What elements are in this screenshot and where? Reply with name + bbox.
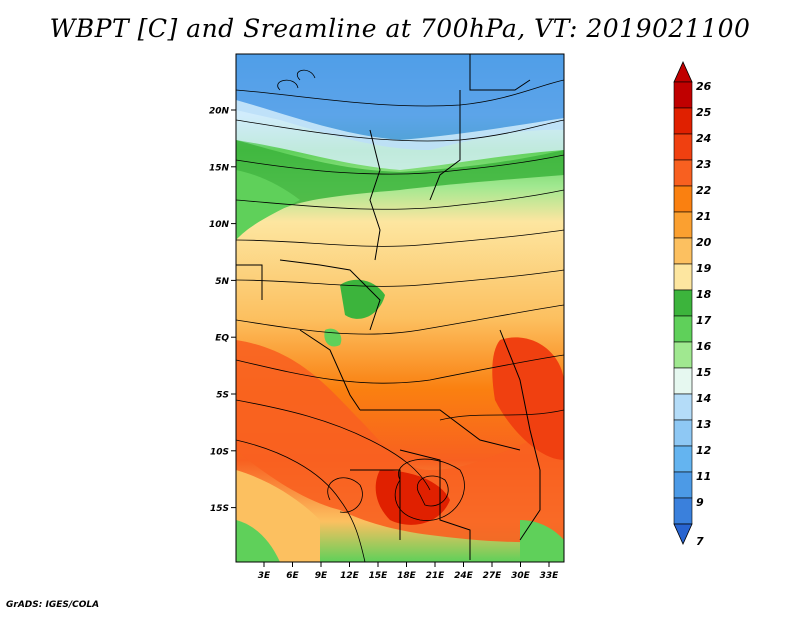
- streamlines: [236, 69, 564, 562]
- colorbar-swatch: [673, 81, 693, 109]
- colorbar-label: 25: [696, 106, 712, 119]
- colorbar-label: 22: [696, 184, 712, 197]
- wbpt-field: [236, 54, 564, 562]
- colorbar-label: 13: [696, 418, 712, 431]
- lon-label: 15E: [369, 571, 389, 581]
- lon-label: 30E: [511, 571, 531, 581]
- colorbar-swatch: [673, 159, 693, 187]
- colorbar-swatch: [673, 315, 693, 343]
- colorbar-swatch: [673, 107, 693, 135]
- latitude-labels: 20N 15N 10N 5N EQ 5S 10S 15S: [209, 107, 236, 514]
- lon-label: 18E: [397, 571, 417, 581]
- colorbar-top-arrow: [673, 61, 693, 83]
- map-frame: [235, 53, 565, 563]
- colorbar-swatch: [673, 133, 693, 161]
- lon-label: 12E: [340, 571, 360, 581]
- credit-label: GrADS: IGES/COLA: [6, 600, 100, 610]
- colorbar: 26 25 24 23 22 21 20 19 18 17 16 15 14 13 12 11 9 7: [673, 61, 712, 548]
- colorbar-label: 9: [696, 496, 704, 509]
- lat-label: 15S: [210, 504, 229, 514]
- lat-label: 20N: [209, 107, 230, 117]
- colorbar-label: 14: [696, 392, 711, 405]
- lon-label: 27E: [483, 571, 503, 581]
- colorbar-label: 11: [696, 470, 711, 483]
- colorbar-swatch: [673, 237, 693, 265]
- lat-label: 5S: [216, 391, 229, 401]
- colorbar-label: 15: [696, 366, 712, 379]
- country-borders: [236, 54, 541, 560]
- colorbar-label: 24: [696, 132, 711, 145]
- lat-label: 10S: [210, 447, 229, 457]
- longitude-labels: 3E 6E 9E 12E 15E 18E 21E 24E 27E 30E 33E: [258, 562, 559, 581]
- colorbar-swatch: [673, 185, 693, 213]
- colorbar-swatch: [673, 367, 693, 395]
- colorbar-label: 12: [696, 444, 712, 457]
- colorbar-label: 26: [696, 80, 712, 93]
- colorbar-swatch: [673, 289, 693, 317]
- colorbar-label: 19: [696, 262, 712, 275]
- colorbar-label: 23: [696, 158, 712, 171]
- colorbar-swatch: [673, 263, 693, 291]
- lat-label: EQ: [215, 334, 229, 344]
- lat-label: 5N: [215, 277, 229, 287]
- lon-label: 24E: [454, 571, 474, 581]
- colorbar-swatch: [673, 445, 693, 473]
- colorbar-label: 17: [696, 314, 712, 327]
- lon-label: 33E: [540, 571, 560, 581]
- lon-label: 9E: [315, 571, 328, 581]
- colorbar-label: 21: [696, 210, 711, 223]
- colorbar-swatch: [673, 471, 693, 499]
- lon-label: 21E: [426, 571, 446, 581]
- colorbar-label: 7: [696, 535, 704, 548]
- colorbar-swatch: [673, 419, 693, 447]
- colorbar-label: 18: [696, 288, 712, 301]
- colorbar-swatch: [673, 497, 693, 525]
- colorbar-swatch: [673, 393, 693, 421]
- colorbar-label: 20: [696, 236, 712, 249]
- colorbar-bottom-arrow: [673, 523, 693, 545]
- lon-label: 3E: [258, 571, 271, 581]
- colorbar-swatch: [673, 341, 693, 369]
- colorbar-label: 16: [696, 340, 712, 353]
- lat-label: 15N: [209, 163, 230, 173]
- lat-label: 10N: [209, 220, 230, 230]
- page-title: WBPT [C] and Sreamline at 700hPa, VT: 20…: [49, 14, 751, 43]
- lon-label: 6E: [286, 571, 299, 581]
- colorbar-swatch: [673, 211, 693, 239]
